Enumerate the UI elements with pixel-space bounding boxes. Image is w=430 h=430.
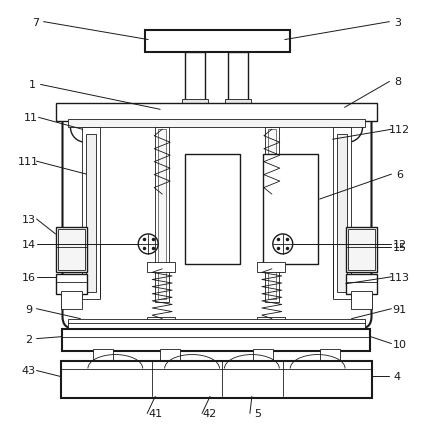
Bar — [145, 31, 289, 52]
Text: 12: 12 — [391, 240, 405, 249]
Text: 14: 14 — [22, 240, 36, 249]
Text: 3: 3 — [393, 18, 400, 28]
Bar — [147, 262, 175, 272]
Bar — [155, 128, 169, 302]
Text: 1: 1 — [29, 80, 36, 90]
Bar — [262, 155, 317, 264]
Bar — [184, 155, 240, 264]
Bar — [332, 128, 350, 299]
Bar — [160, 349, 180, 362]
Text: 13: 13 — [22, 215, 36, 224]
Bar — [68, 319, 364, 328]
Bar — [350, 291, 372, 309]
Bar — [93, 349, 113, 362]
Bar — [57, 230, 85, 270]
Bar — [347, 230, 375, 270]
Bar — [60, 291, 82, 309]
Text: 43: 43 — [22, 366, 36, 376]
Bar — [256, 317, 284, 327]
Text: 111: 111 — [18, 157, 39, 167]
Text: 113: 113 — [388, 272, 409, 282]
Bar — [86, 135, 96, 292]
Bar — [55, 274, 87, 294]
Bar — [336, 135, 346, 292]
Bar — [55, 227, 87, 272]
Bar — [227, 52, 247, 107]
Text: 11: 11 — [24, 113, 37, 123]
Bar — [158, 130, 166, 299]
Text: 10: 10 — [391, 339, 405, 349]
Bar — [319, 349, 339, 362]
FancyBboxPatch shape — [62, 108, 371, 329]
Text: 16: 16 — [22, 272, 36, 282]
Bar — [267, 130, 275, 299]
Bar — [60, 361, 372, 399]
Text: 6: 6 — [395, 170, 402, 180]
Text: 5: 5 — [254, 408, 261, 418]
Text: 2: 2 — [25, 334, 32, 344]
Text: 41: 41 — [148, 408, 162, 418]
Text: 7: 7 — [32, 18, 39, 28]
Text: 8: 8 — [393, 77, 400, 87]
Bar — [345, 227, 377, 272]
Bar — [345, 274, 377, 294]
Text: 4: 4 — [393, 372, 400, 381]
Bar — [224, 100, 250, 110]
Text: 112: 112 — [388, 125, 409, 135]
Bar — [62, 329, 370, 351]
Bar — [264, 128, 278, 302]
Bar — [252, 349, 272, 362]
Bar — [82, 128, 100, 299]
Text: 42: 42 — [203, 408, 217, 418]
Bar — [182, 100, 208, 110]
Bar — [68, 120, 364, 128]
Bar — [256, 262, 284, 272]
Text: 9: 9 — [25, 304, 32, 314]
Bar — [184, 52, 205, 107]
Bar — [147, 317, 175, 327]
Bar — [55, 104, 377, 122]
Text: 15: 15 — [391, 243, 405, 252]
Text: 91: 91 — [391, 304, 405, 314]
